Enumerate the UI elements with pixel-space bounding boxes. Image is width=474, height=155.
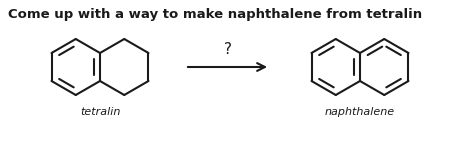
Text: ?: ? bbox=[224, 42, 231, 57]
Text: Come up with a way to make naphthalene from tetralin: Come up with a way to make naphthalene f… bbox=[8, 8, 422, 21]
Text: naphthalene: naphthalene bbox=[325, 107, 395, 117]
Text: tetralin: tetralin bbox=[80, 107, 120, 117]
